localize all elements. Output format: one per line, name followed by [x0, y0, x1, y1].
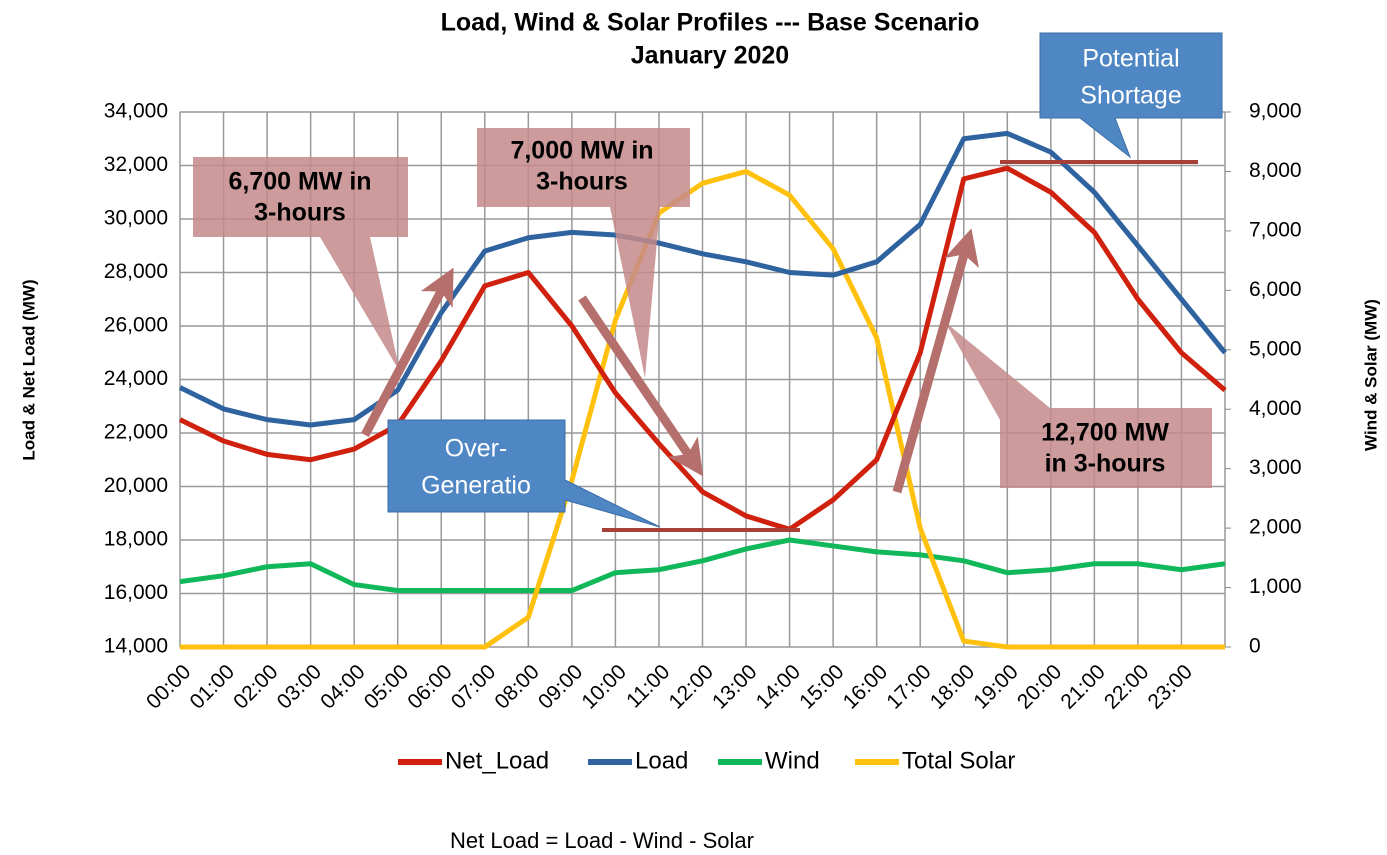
x-tick-label: 22:00: [1100, 660, 1153, 713]
chart-subtitle: January 2020: [631, 42, 789, 70]
annotation: in 3-hours: [1045, 450, 1166, 478]
series: [178, 130, 1227, 650]
x-tick-label: 07:00: [447, 660, 500, 713]
x-tick-label: 01:00: [186, 660, 239, 713]
x-tick-label: 14:00: [752, 660, 805, 713]
x-tick-label: 05:00: [360, 660, 413, 713]
y2-tick-label: 2,000: [1249, 516, 1302, 539]
y-axis-title: Load & Net Load (MW): [19, 279, 38, 460]
y-tick-label: 22,000: [104, 421, 168, 444]
y2-axis-title: Wind & Solar (MW): [1361, 299, 1380, 451]
y2-tick-label: 8,000: [1249, 159, 1302, 182]
annotation: Potential: [1082, 45, 1179, 73]
x-tick-label: 16:00: [839, 660, 892, 713]
ramp-arrow: [892, 228, 979, 494]
x-tick-label: 21:00: [1056, 660, 1109, 713]
footnote: Net Load = Load - Wind - Solar: [450, 828, 754, 853]
y2-tick-label: 7,000: [1249, 218, 1302, 241]
x-tick-label: 04:00: [316, 660, 369, 713]
x-tick-label: 13:00: [708, 660, 761, 713]
y-tick-label: 14,000: [104, 635, 168, 658]
callout: [1039, 32, 1223, 159]
series-line: [178, 165, 1227, 532]
annotation: 6,700 MW in: [228, 168, 371, 196]
y-tick-label: 28,000: [104, 260, 168, 283]
annotation: Generatio: [421, 472, 531, 500]
y-tick-label: 32,000: [104, 153, 168, 176]
annotation: 3-hours: [536, 168, 628, 196]
annotation: Over-: [445, 435, 508, 463]
y-tick-label: 34,000: [104, 100, 168, 123]
legend-label: Wind: [765, 747, 820, 774]
y2-tick-label: 9,000: [1249, 100, 1302, 123]
x-tick-label: 08:00: [490, 660, 543, 713]
ramp-arrow: [578, 295, 704, 477]
legend-label: Load: [635, 747, 688, 774]
annotation: 12,700 MW: [1041, 419, 1169, 447]
y-tick-label: 24,000: [104, 367, 168, 390]
annotation: Shortage: [1080, 82, 1181, 110]
y-tick-label: 18,000: [104, 528, 168, 551]
y2-tick-label: 0: [1249, 635, 1261, 658]
callout: [193, 157, 408, 372]
callout: [477, 128, 690, 378]
x-tick-label: 00:00: [142, 660, 195, 713]
x-tick-label: 06:00: [403, 660, 456, 713]
y2-tick-label: 4,000: [1249, 397, 1302, 420]
y2-tick-label: 5,000: [1249, 337, 1302, 360]
annotation: 3-hours: [254, 199, 346, 227]
chart-title: Load, Wind & Solar Profiles --- Base Sce…: [441, 9, 980, 37]
x-tick-label: 19:00: [969, 660, 1022, 713]
annotation: 7,000 MW in: [510, 137, 653, 165]
callout: [945, 322, 1212, 488]
ramp-arrow: [361, 267, 454, 438]
y-tick-label: 26,000: [104, 314, 168, 337]
series-line: [178, 130, 1227, 428]
annotations: 6,700 MW in 3-hours 7,000 MW in 3-hours 12,7…: [193, 32, 1223, 532]
y-tick-label: 16,000: [104, 581, 168, 604]
y-tick-label: 30,000: [104, 207, 168, 230]
x-tick-label: 02:00: [229, 660, 282, 713]
legend-label: Total Solar: [902, 747, 1015, 774]
x-tick-label: 11:00: [622, 660, 674, 712]
x-tick-label: 12:00: [665, 660, 718, 713]
series-line: [180, 168, 1225, 650]
legend-label: Net_Load: [445, 747, 549, 774]
x-tick-label: 15:00: [795, 660, 848, 713]
x-tick-label: 10:00: [577, 660, 630, 713]
x-tick-label: 20:00: [1013, 660, 1066, 713]
y2-tick-label: 3,000: [1249, 456, 1302, 479]
y-tick-label: 20,000: [104, 474, 168, 497]
y2-tick-label: 6,000: [1249, 278, 1302, 301]
callout: [387, 419, 661, 528]
series-line: [179, 537, 1226, 594]
x-tick-label: 18:00: [926, 660, 979, 713]
x-tick-label: 03:00: [273, 660, 326, 713]
x-tick-label: 17:00: [882, 660, 935, 713]
y2-tick-label: 1,000: [1249, 575, 1302, 598]
x-tick-label: 23:00: [1143, 660, 1196, 713]
x-tick-label: 09:00: [534, 660, 587, 713]
